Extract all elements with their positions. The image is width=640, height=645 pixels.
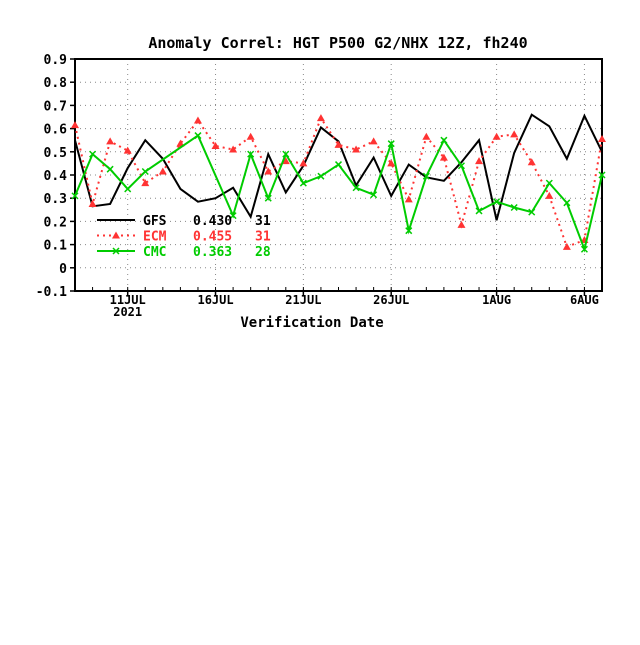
x-marker	[282, 150, 290, 158]
y-tick-label: 0.1	[44, 239, 68, 254]
x-marker	[457, 162, 465, 170]
triangle-marker	[352, 145, 361, 153]
legend-item-ecm: ECM 0.455 31	[97, 230, 271, 245]
triangle-marker	[141, 179, 150, 187]
x-tick-label: 26JUL	[373, 293, 409, 307]
chart-title: Anomaly Correl: HGT P500 G2/NHX 12Z, fh2…	[148, 34, 527, 52]
y-tick-label: 0.8	[44, 76, 68, 91]
x-marker	[229, 212, 237, 220]
x-marker	[247, 150, 255, 158]
x-marker	[475, 207, 483, 215]
x-marker	[493, 198, 501, 206]
triangle-marker	[229, 145, 238, 153]
x-tick-label: 6AUG	[570, 293, 599, 307]
legend-count: 28	[255, 245, 271, 260]
x-marker	[440, 136, 448, 144]
x-marker	[598, 171, 606, 179]
y-tick-label: 0.2	[44, 215, 67, 230]
triangle-marker	[334, 140, 343, 148]
y-tick-label: 0.5	[44, 146, 67, 161]
x-marker	[106, 165, 114, 173]
x-marker	[352, 184, 360, 192]
triangle-marker	[598, 135, 606, 143]
triangle-marker	[475, 157, 484, 165]
series-gfs	[74, 113, 603, 221]
y-tick-label: 0.7	[44, 99, 67, 114]
legend-item-cmc: CMC 0.363 28	[97, 245, 271, 260]
legend-item-gfs: GFS 0.430 31	[97, 214, 271, 229]
triangle-marker	[71, 121, 79, 129]
legend-mean: 0.363	[193, 245, 232, 260]
triangle-marker	[281, 157, 290, 165]
y-tick-label: 0	[59, 262, 67, 277]
triangle-marker	[510, 130, 519, 138]
triangle-marker	[545, 191, 554, 199]
legend-name: GFS	[143, 214, 167, 229]
series-line	[74, 134, 603, 253]
triangle-marker	[193, 116, 202, 124]
legend-count: 31	[255, 230, 271, 245]
x-marker	[563, 199, 571, 207]
triangle-marker	[527, 158, 536, 166]
legend-mean: 0.430	[193, 214, 232, 229]
x-marker	[545, 179, 553, 187]
series-line	[74, 113, 603, 221]
x-marker	[264, 194, 272, 202]
triangle-marker	[439, 153, 448, 161]
x-marker	[580, 245, 588, 253]
x-tick-label: 1AUG	[482, 293, 511, 307]
triangle-marker	[457, 220, 466, 228]
triangle-marker	[123, 146, 132, 154]
x-marker	[71, 192, 79, 200]
x-marker	[387, 140, 395, 148]
legend-name: ECM	[143, 230, 167, 245]
x-marker	[370, 191, 378, 199]
x-tick-sublabel: 2021	[113, 305, 142, 319]
legend-count: 31	[255, 214, 271, 229]
triangle-marker	[404, 195, 413, 203]
x-marker	[405, 227, 413, 235]
y-tick-label: 0.3	[44, 192, 67, 207]
triangle-marker	[158, 167, 167, 175]
x-marker	[141, 167, 149, 176]
triangle-marker	[264, 167, 273, 175]
triangle-marker	[299, 159, 308, 167]
triangle-marker	[387, 159, 396, 167]
x-marker	[334, 161, 343, 169]
y-tick-label: 0.9	[44, 53, 67, 68]
series-cmc	[71, 132, 606, 253]
triangle-marker	[492, 132, 501, 140]
x-tick-label: 16JUL	[197, 293, 233, 307]
triangle-marker	[176, 139, 185, 147]
triangle-marker	[369, 137, 378, 145]
triangle-marker	[211, 142, 220, 149]
x-tick-label: 11JUL	[110, 293, 146, 307]
x-marker	[317, 172, 325, 180]
x-marker	[89, 150, 97, 158]
x-marker	[528, 208, 536, 216]
triangle-marker	[316, 114, 325, 122]
triangle-marker	[562, 242, 571, 250]
triangle-marker	[422, 132, 431, 140]
x-marker	[124, 185, 132, 193]
y-tick-label: 0.4	[44, 169, 68, 184]
triangle-marker	[106, 137, 115, 145]
x-marker	[112, 247, 120, 255]
y-tick-label: 0.6	[44, 123, 68, 138]
x-marker	[299, 179, 307, 187]
x-tick-label: 21JUL	[285, 293, 321, 307]
triangle-marker	[112, 231, 120, 239]
triangle-marker	[88, 200, 97, 207]
x-marker	[194, 132, 202, 140]
x-marker	[510, 203, 518, 212]
x-axis-label: Verification Date	[240, 315, 383, 331]
legend-mean: 0.455	[193, 230, 232, 245]
legend-name: CMC	[143, 245, 166, 260]
triangle-marker	[246, 132, 255, 140]
x-marker	[422, 172, 430, 180]
y-tick-label: -0.1	[36, 285, 67, 300]
